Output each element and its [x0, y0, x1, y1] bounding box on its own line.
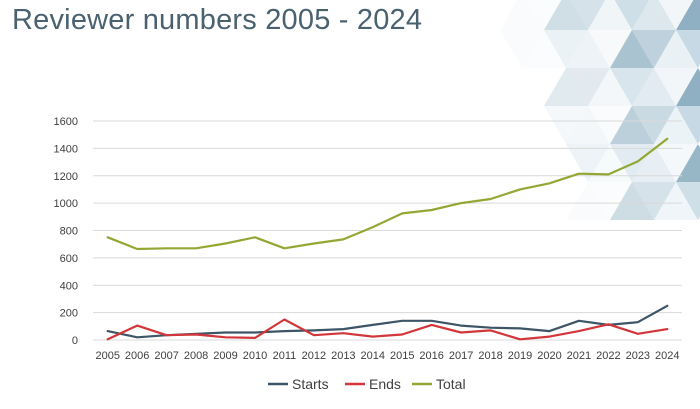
decor-triangle [676, 106, 700, 144]
decor-triangle [588, 30, 632, 68]
decor-triangle [632, 182, 676, 220]
decor-triangle [566, 68, 610, 106]
x-tick-label: 2020 [537, 350, 561, 362]
x-tick-label: 2023 [626, 350, 650, 362]
legend-label-total: Total [436, 376, 466, 392]
x-tick-label: 2012 [302, 350, 326, 362]
x-axis-ticks: 2005 2006 2007 2008 2009 2010 2011 2012 2013 2014… [95, 350, 679, 362]
slide-title: Reviewer numbers 2005 - 2024 [12, 4, 423, 36]
decor-triangle [654, 144, 698, 182]
x-tick-label: 2014 [361, 350, 385, 362]
x-tick-label: 2011 [273, 350, 297, 362]
decor-triangle [676, 182, 700, 220]
decor-triangle [526, 0, 562, 30]
decor-triangle [544, 30, 588, 68]
decor-triangle [632, 106, 676, 144]
decor-triangle [610, 182, 654, 220]
y-tick-label: 0 [72, 335, 78, 347]
decor-triangle [610, 68, 654, 106]
x-tick-label: 2006 [125, 350, 149, 362]
decor-triangle [566, 30, 610, 68]
decor-triangle [566, 106, 610, 144]
legend-label-starts: Starts [292, 376, 329, 392]
x-tick-label: 2018 [478, 350, 502, 362]
x-tick-label: 2005 [95, 350, 119, 362]
decor-triangle [500, 0, 544, 30]
series-line-total [106, 137, 669, 251]
decor-triangle [566, 144, 610, 182]
decor-triangle [632, 68, 676, 106]
y-tick-label: 1200 [54, 171, 78, 183]
x-tick-label: 2021 [567, 350, 591, 362]
decor-triangle [632, 30, 676, 68]
decor-triangle [544, 68, 588, 106]
decor-triangle [632, 0, 676, 30]
decor-triangle [500, 30, 544, 68]
decor-triangle [610, 30, 654, 68]
y-tick-label: 1000 [54, 198, 78, 210]
decor-triangle [570, 0, 606, 30]
x-tick-label: 2016 [419, 350, 443, 362]
x-tick-label: 2017 [449, 350, 473, 362]
x-tick-label: 2013 [331, 350, 355, 362]
x-tick-label: 2015 [390, 350, 414, 362]
decor-triangle [614, 0, 650, 30]
y-tick-label: 600 [60, 253, 78, 265]
x-tick-label: 2010 [243, 350, 267, 362]
x-tick-label: 2009 [213, 350, 237, 362]
decor-triangle [654, 106, 698, 144]
decor-triangle [676, 30, 700, 68]
series-line-starts [106, 304, 669, 339]
decor-triangle [676, 0, 700, 30]
gridlines [93, 120, 682, 341]
x-tick-label: 2024 [655, 350, 679, 362]
decor-triangle [676, 144, 700, 182]
decor-triangle [654, 182, 698, 220]
decor-triangle [544, 0, 588, 30]
y-tick-label: 1400 [54, 143, 78, 155]
decor-triangle [588, 68, 632, 106]
decor-triangle [654, 30, 698, 68]
decor-triangle [588, 144, 632, 182]
decor-triangle [588, 182, 632, 220]
decor-triangle [566, 182, 610, 220]
x-tick-label: 2008 [184, 350, 208, 362]
decor-triangle [610, 106, 654, 144]
series-lines [106, 137, 669, 341]
decor-triangle [658, 0, 694, 30]
y-tick-label: 200 [60, 308, 78, 320]
decor-triangle [522, 30, 566, 68]
decor-triangle [588, 106, 632, 144]
x-tick-label: 2019 [508, 350, 532, 362]
decor-triangle [588, 0, 632, 30]
y-tick-label: 1600 [54, 116, 78, 128]
y-tick-label: 800 [60, 226, 78, 238]
x-tick-label: 2022 [596, 350, 620, 362]
legend-label-ends: Ends [369, 376, 401, 392]
x-tick-label: 2007 [154, 350, 178, 362]
y-axis-ticks: 0 200 400 600 800 1000 1200 1400 1600 [54, 116, 78, 347]
decor-triangle [544, 106, 588, 144]
decor-triangle [654, 68, 698, 106]
decor-triangle [676, 68, 700, 106]
y-tick-label: 400 [60, 280, 78, 292]
legend: Starts Ends Total [268, 376, 466, 392]
series-line-ends [106, 318, 669, 341]
decor-triangle [632, 144, 676, 182]
